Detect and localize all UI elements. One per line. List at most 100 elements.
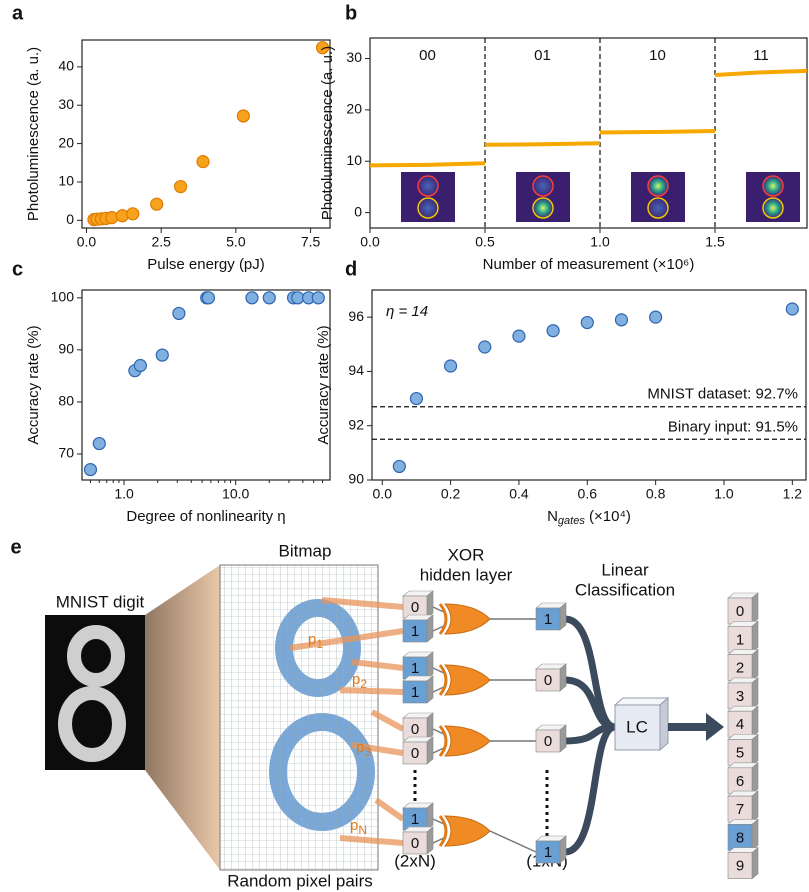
segment-label: 10 xyxy=(649,47,666,64)
pair-symbol: p xyxy=(308,631,316,648)
xor-back xyxy=(440,726,446,756)
footer: Random pixel pairs xyxy=(227,871,373,890)
data-point xyxy=(263,292,275,304)
cube-side xyxy=(427,591,433,618)
x-axis-label-main: N xyxy=(547,508,558,525)
xor-gate xyxy=(445,726,490,756)
data-point xyxy=(786,303,798,315)
class-cell: 0 xyxy=(728,593,758,624)
data-point xyxy=(246,292,258,304)
class-cell: 8 xyxy=(728,819,758,850)
trace xyxy=(600,131,715,133)
x-tick-label: 0.6 xyxy=(578,486,598,502)
cube-text: 0 xyxy=(411,745,419,762)
pair-index: N xyxy=(358,823,367,837)
cube-side xyxy=(427,737,433,764)
cube-side xyxy=(752,650,758,681)
y-tick-label: 20 xyxy=(346,101,362,117)
gate-wire xyxy=(490,831,536,852)
cube-side xyxy=(752,706,758,737)
x-axis-label: Number of measurement (×10⁶) xyxy=(483,256,695,273)
lc-label: LC xyxy=(626,717,648,736)
pair-symbol: p xyxy=(350,817,358,834)
cube-text: 4 xyxy=(736,716,744,733)
cube-text: 1 xyxy=(411,623,419,640)
class-cell: 6 xyxy=(728,763,758,794)
x-tick-label: 0.0 xyxy=(373,486,393,502)
xor-gate xyxy=(445,816,490,846)
y-tick-label: 80 xyxy=(58,393,74,409)
class-cell: 1 xyxy=(728,621,758,652)
cube-text: 1 xyxy=(411,660,419,677)
data-point xyxy=(312,292,324,304)
cube-text: 0 xyxy=(544,672,552,689)
y-tick-label: 70 xyxy=(58,445,74,461)
classifier-title: Linear xyxy=(601,560,649,579)
x-tick-label: 1.0 xyxy=(114,486,134,502)
lc-top xyxy=(615,698,668,705)
hidden-bit: 1 xyxy=(536,836,566,863)
data-point xyxy=(581,317,593,329)
class-cell: 2 xyxy=(728,650,758,681)
y-tick-label: 90 xyxy=(348,471,364,487)
input-bit: 1 xyxy=(403,652,433,679)
y-tick-label: 96 xyxy=(348,308,364,324)
cube-side xyxy=(752,593,758,624)
data-point xyxy=(513,330,525,342)
trace xyxy=(715,71,807,75)
x-tick-label: 0.0 xyxy=(360,234,380,250)
reference-label: Binary input: 91.5% xyxy=(668,418,798,435)
data-point xyxy=(156,349,168,361)
input-bit: 0 xyxy=(403,827,433,854)
data-point xyxy=(173,307,185,319)
y-axis-label: Accuracy rate (%) xyxy=(25,325,42,444)
feature-link xyxy=(565,727,615,852)
x-axis-label: Degree of nonlinearity η xyxy=(126,508,285,525)
cube-side xyxy=(560,603,566,630)
class-cell: 9 xyxy=(728,848,758,879)
cube-text: 5 xyxy=(736,744,744,761)
x-axis-label-sub: gates xyxy=(558,515,585,527)
hidden-title: XOR xyxy=(448,545,485,564)
cube-side xyxy=(427,803,433,830)
class-cell: 7 xyxy=(728,791,758,822)
x-tick-label: 1.0 xyxy=(714,486,734,502)
pair-index: 2 xyxy=(360,677,367,691)
hidden-bit: 1 xyxy=(536,603,566,630)
x-tick-label: 1.5 xyxy=(705,234,725,250)
xor-back xyxy=(440,604,446,634)
x-tick-label: 0.8 xyxy=(646,486,666,502)
data-point xyxy=(292,292,304,304)
pair-index: 1 xyxy=(316,637,323,651)
x-tick-label: 2.5 xyxy=(151,234,171,250)
panel-label: d xyxy=(345,258,357,280)
cube-text: 1 xyxy=(736,631,744,648)
data-point xyxy=(175,181,187,193)
y-tick-label: 30 xyxy=(346,49,362,65)
cube-side xyxy=(752,621,758,652)
cube-side xyxy=(427,827,433,854)
x-tick-label: 10.0 xyxy=(222,486,249,502)
y-tick-label: 10 xyxy=(58,173,74,189)
cube-side xyxy=(752,819,758,850)
data-point xyxy=(615,314,627,326)
cube-side xyxy=(560,664,566,691)
class-cell: 5 xyxy=(728,735,758,766)
hidden-title: hidden layer xyxy=(420,565,513,584)
data-point xyxy=(93,438,105,450)
x-tick-label: 1.0 xyxy=(590,234,610,250)
cube-side xyxy=(427,652,433,679)
xor-gate xyxy=(445,604,490,634)
cube-side xyxy=(427,713,433,740)
input-bit: 1 xyxy=(403,676,433,703)
cube-text: 3 xyxy=(736,688,744,705)
y-axis-label: Photoluminescence (a. u.) xyxy=(25,47,42,221)
x-axis-label: Ngates (×10⁴) xyxy=(547,508,631,527)
data-point xyxy=(410,393,422,405)
data-point xyxy=(393,460,405,472)
annotation: η = 14 xyxy=(386,303,428,320)
data-point xyxy=(127,208,139,220)
input-bit: 0 xyxy=(403,737,433,764)
cube-text: 0 xyxy=(544,733,552,750)
y-tick-label: 20 xyxy=(58,134,74,150)
